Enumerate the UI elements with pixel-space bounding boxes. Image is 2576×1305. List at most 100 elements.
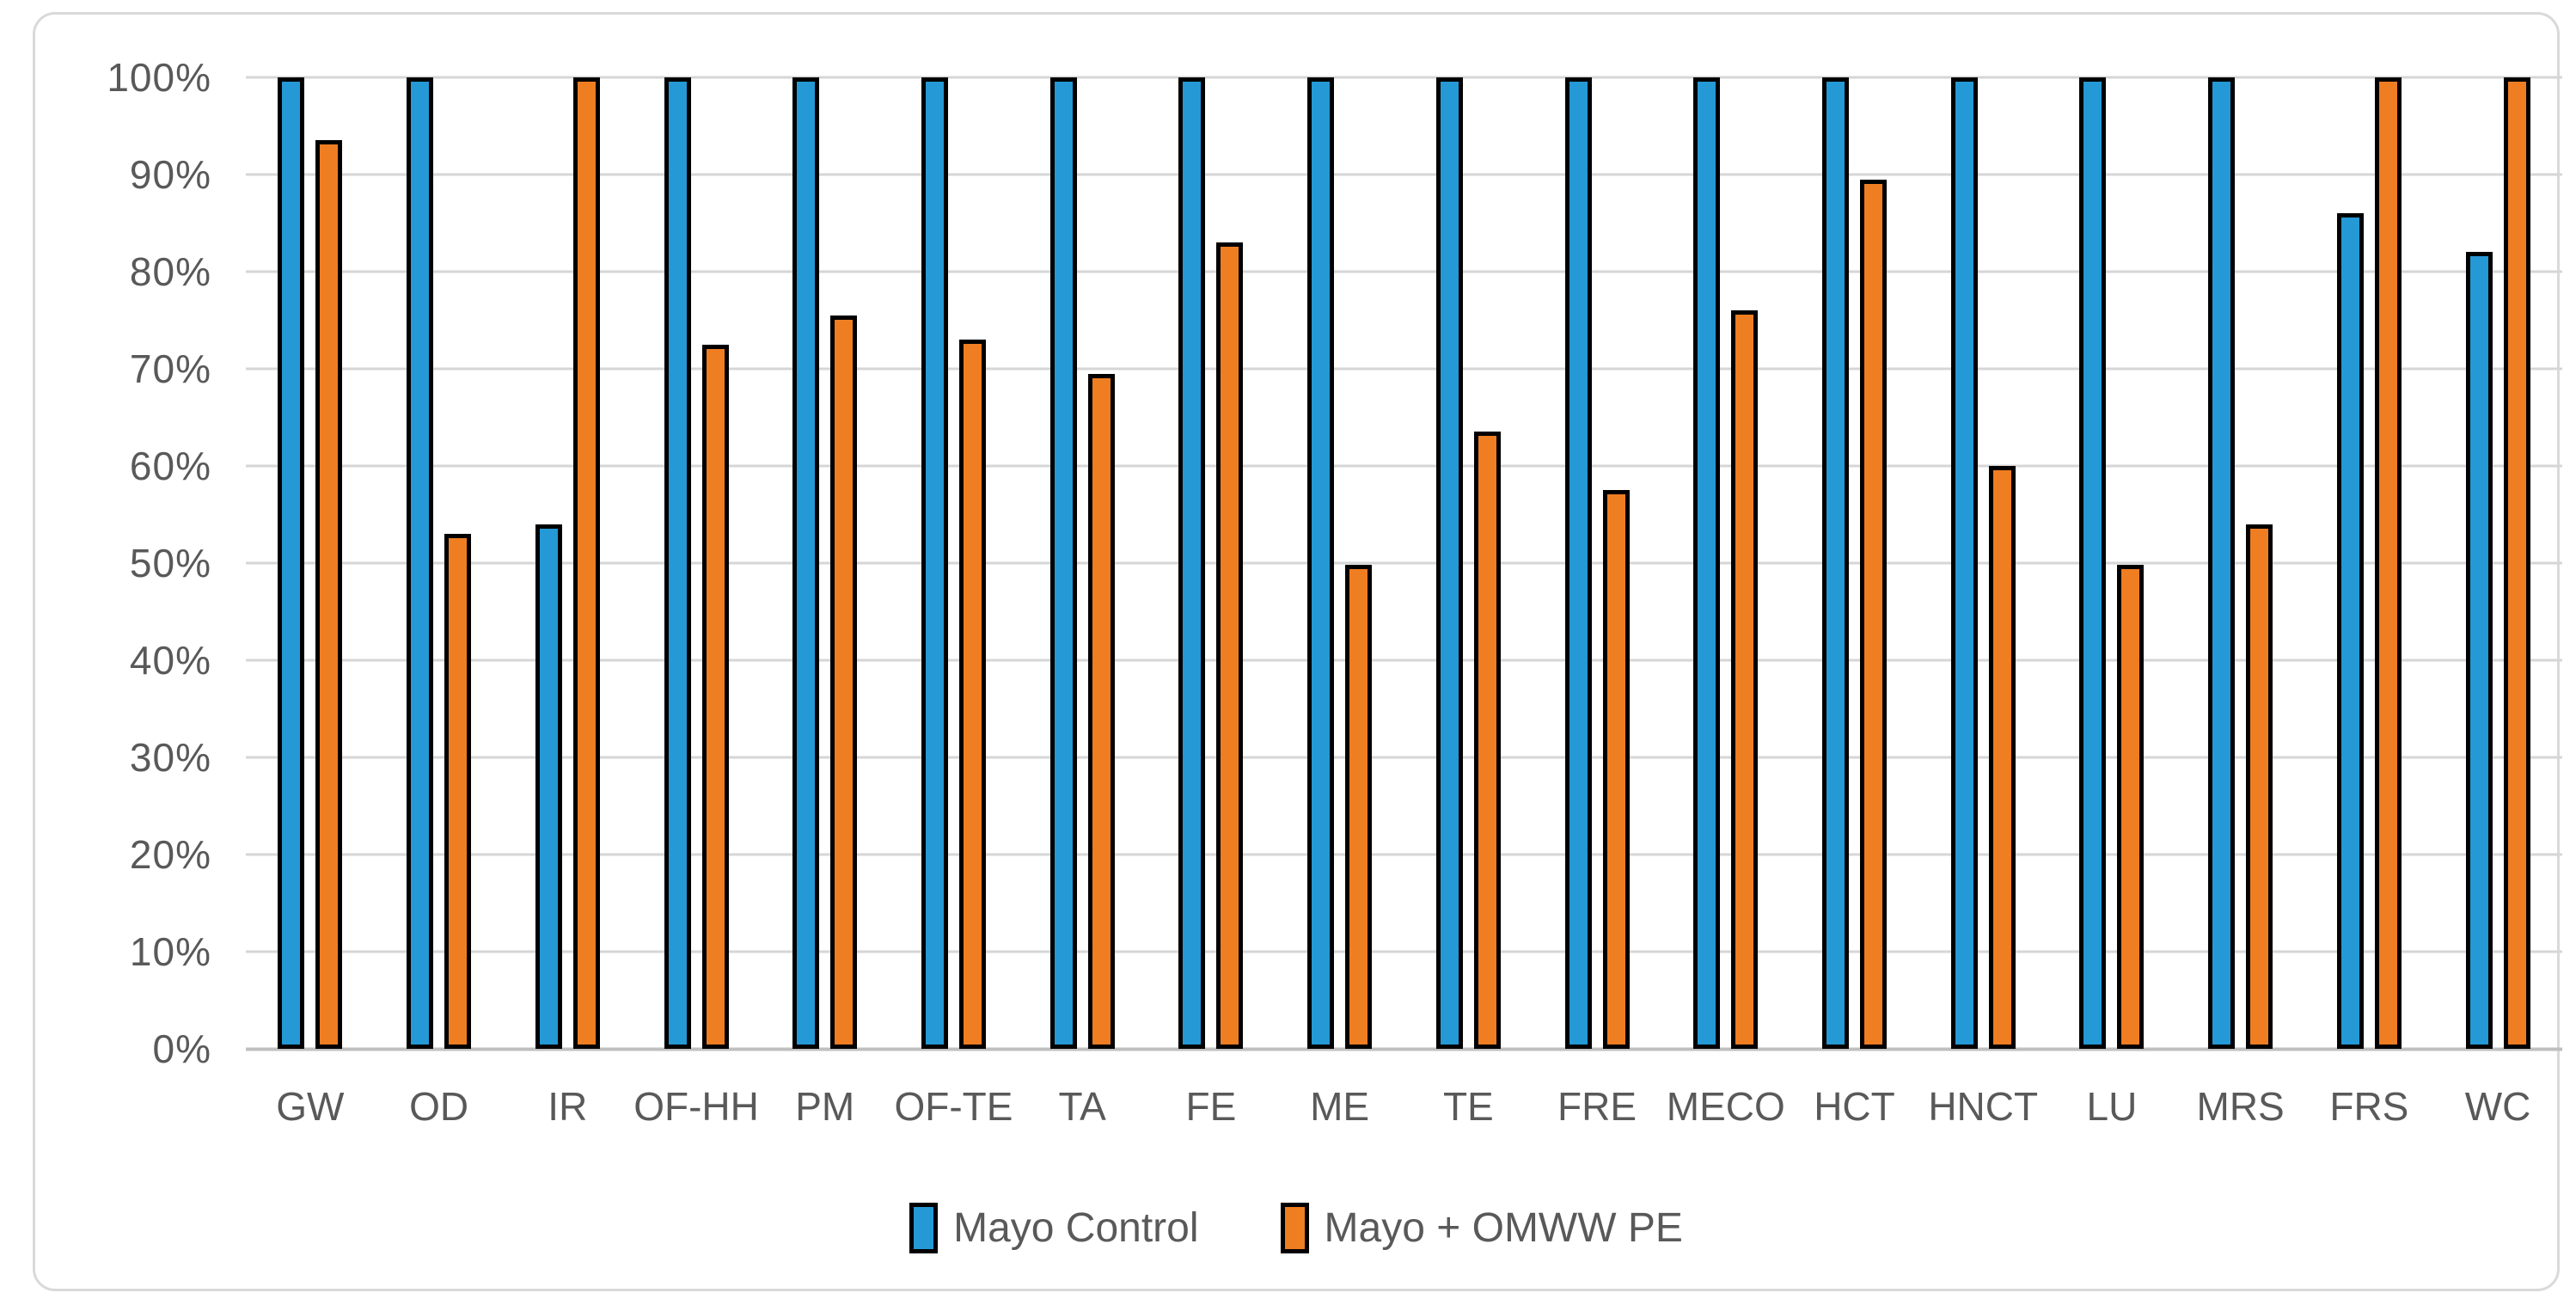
bar-group-FRE (1533, 77, 1661, 1049)
bar-ME-mayo-omww-pe (1345, 565, 1373, 1049)
bar-MECO-mayo-omww-pe (1731, 310, 1759, 1049)
legend-swatch-orange (1280, 1203, 1309, 1253)
legend-label: Mayo Control (953, 1205, 1199, 1251)
bar-TA-mayo-control (1049, 77, 1077, 1049)
gridline-30% (246, 756, 2562, 759)
bar-LU-mayo-control (2079, 77, 2107, 1049)
x-tick-label-ME: ME (1310, 1084, 1370, 1129)
gridline-60% (246, 464, 2562, 468)
x-tick-label-MECO: MECO (1666, 1084, 1785, 1129)
y-tick-label: 0% (152, 1026, 211, 1071)
bar-HNCT-mayo-omww-pe (1988, 466, 2016, 1049)
y-tick-label: 70% (129, 346, 211, 391)
bar-group-IR (503, 77, 632, 1049)
bar-WC-mayo-control (2465, 252, 2493, 1049)
bar-MECO-mayo-control (1693, 77, 1721, 1049)
bar-HNCT-mayo-control (1950, 77, 1978, 1049)
y-tick-label: 40% (129, 638, 211, 683)
x-tick-label-LU: LU (2086, 1084, 2138, 1129)
y-tick-label: 60% (129, 444, 211, 488)
bar-group-TA (1018, 77, 1147, 1049)
bar-FRS-mayo-omww-pe (2374, 77, 2402, 1049)
bar-group-OF-HH (632, 77, 761, 1049)
gridline-70% (246, 367, 2562, 371)
bar-group-PM (761, 77, 890, 1049)
gridline-10% (246, 950, 2562, 953)
gridline-20% (246, 853, 2562, 856)
bar-WC-mayo-omww-pe (2503, 77, 2530, 1049)
gridline-0% (246, 1047, 2562, 1051)
bar-PM-mayo-omww-pe (830, 316, 858, 1049)
y-tick-label: 20% (129, 832, 211, 877)
bar-group-FRS (2305, 77, 2434, 1049)
bar-group-HCT (1790, 77, 1919, 1049)
y-tick-label: 80% (129, 249, 211, 294)
x-tick-label-TE: TE (1442, 1084, 1494, 1129)
legend-item-mayo-omww-pe: Mayo + OMWW PE (1280, 1203, 1683, 1253)
x-axis-category-labels: GW OD IR OF-HH PM OF-TE TA FE ME TE FRE MECO HCT HNCT… (246, 1083, 2562, 1130)
bar-group-ME (1276, 77, 1404, 1049)
bar-LU-mayo-omww-pe (2117, 565, 2145, 1049)
bar-group-OF-TE (890, 77, 1019, 1049)
bar-GW-mayo-omww-pe (315, 140, 343, 1049)
bar-MRS-mayo-control (2208, 77, 2236, 1049)
x-tick-label-MRS: MRS (2196, 1084, 2285, 1129)
x-tick-label-HNCT: HNCT (1928, 1084, 2039, 1129)
bar-FRE-mayo-omww-pe (1602, 490, 1630, 1049)
bar-group-TE (1404, 77, 1533, 1049)
gridline-40% (246, 659, 2562, 662)
bar-group-GW (246, 77, 375, 1049)
bar-group-MECO (1661, 77, 1790, 1049)
bar-HCT-mayo-control (1821, 77, 1849, 1049)
y-tick-label: 10% (129, 929, 211, 974)
bar-OF-TE-mayo-omww-pe (958, 340, 986, 1049)
bar-OF-TE-mayo-control (921, 77, 948, 1049)
legend-label: Mayo + OMWW PE (1324, 1205, 1683, 1251)
bar-PM-mayo-control (792, 77, 820, 1049)
x-tick-label-IR: IR (548, 1084, 588, 1129)
y-tick-label: 90% (129, 152, 211, 197)
y-tick-label: 30% (129, 735, 211, 780)
bar-group-OD (375, 77, 504, 1049)
bar-IR-mayo-omww-pe (572, 77, 600, 1049)
bar-FRS-mayo-control (2336, 213, 2364, 1049)
bar-FE-mayo-control (1178, 77, 1206, 1049)
bar-OD-mayo-control (407, 77, 434, 1049)
bar-IR-mayo-control (535, 524, 562, 1049)
x-tick-label-PM: PM (795, 1084, 855, 1129)
gridline-100% (246, 76, 2562, 79)
x-tick-label-FRS: FRS (2329, 1084, 2409, 1129)
x-tick-label-FRE: FRE (1557, 1084, 1637, 1129)
bar-OF-HH-mayo-omww-pe (701, 345, 729, 1049)
bar-OD-mayo-omww-pe (444, 534, 472, 1049)
y-tick-label: 50% (129, 541, 211, 585)
x-tick-label-OF-HH: OF-HH (633, 1084, 759, 1129)
x-tick-label-FE: FE (1185, 1084, 1237, 1129)
bar-group-HNCT (1918, 77, 2047, 1049)
bar-group-MRS (2176, 77, 2305, 1049)
gridline-80% (246, 270, 2562, 273)
bar-group-FE (1147, 77, 1276, 1049)
legend-item-mayo-control: Mayo Control (909, 1203, 1199, 1253)
x-tick-label-WC: WC (2464, 1084, 2531, 1129)
bar-GW-mayo-control (278, 77, 305, 1049)
bar-TA-mayo-omww-pe (1087, 374, 1115, 1049)
bar-group-WC (2433, 77, 2562, 1049)
bar-TE-mayo-omww-pe (1473, 432, 1501, 1049)
x-tick-label-HCT: HCT (1814, 1084, 1895, 1129)
bar-FE-mayo-omww-pe (1216, 242, 1244, 1049)
bar-ME-mayo-control (1307, 77, 1335, 1049)
legend-swatch-blue (909, 1203, 939, 1253)
x-tick-label-TA: TA (1058, 1084, 1106, 1129)
bar-groups (246, 77, 2562, 1049)
gridline-90% (246, 173, 2562, 176)
x-tick-label-OD: OD (409, 1084, 469, 1129)
gridline-50% (246, 561, 2562, 565)
bar-OF-HH-mayo-control (664, 77, 691, 1049)
legend: Mayo Control Mayo + OMWW PE (35, 1203, 2557, 1253)
y-axis-tick-labels: 100% 90% 80% 70% 60% 50% 40% 30% 20% 10% 0% (35, 55, 211, 1071)
bar-TE-mayo-control (1435, 77, 1463, 1049)
x-tick-label-OF-TE: OF-TE (894, 1084, 1013, 1129)
bar-HCT-mayo-omww-pe (1859, 180, 1887, 1049)
